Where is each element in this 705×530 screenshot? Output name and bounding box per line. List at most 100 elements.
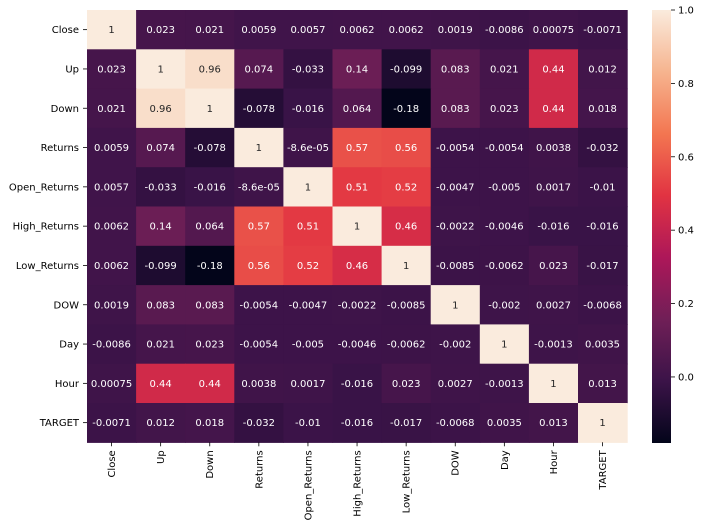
heatmap-cell-Low_Returns-Low_Returns bbox=[381, 245, 432, 286]
heatmap-cell-Low_Returns-Day bbox=[479, 245, 530, 286]
heatmap-cell-Day-High_Returns bbox=[332, 324, 383, 365]
cell-value-label: -0.0054 bbox=[485, 143, 524, 154]
y-tick-label: Day bbox=[59, 340, 79, 351]
heatmap-cell-Hour-Close bbox=[87, 363, 137, 404]
cell-value-label: -0.099 bbox=[145, 261, 177, 272]
cell-value-label: -0.0054 bbox=[436, 143, 475, 154]
heatmap-cell-DOW-Down bbox=[185, 285, 235, 325]
cell-value-label: 1 bbox=[108, 25, 114, 36]
colorbar-tick-label: 0.6 bbox=[678, 152, 694, 163]
cell-value-label: 0.52 bbox=[395, 182, 417, 193]
heatmap-cell-Day-Low_Returns bbox=[381, 324, 432, 365]
cell-value-label: -0.033 bbox=[292, 64, 324, 75]
cell-value-label: 0.074 bbox=[146, 143, 175, 154]
x-tick-label: Returns bbox=[254, 450, 265, 488]
heatmap-cell-Close-High_Returns bbox=[332, 10, 383, 50]
x-axis: Close Up Down Returns Open_Returns High_Retur… bbox=[107, 442, 609, 520]
cell-value-label: 0.0062 bbox=[94, 222, 129, 233]
heatmap-cell-Down-Up bbox=[136, 88, 186, 129]
cell-value-label: -0.0085 bbox=[387, 300, 426, 311]
cell-value-label: -0.016 bbox=[341, 379, 373, 390]
heatmap-cell-Low_Returns-Up bbox=[136, 245, 186, 286]
cell-value-label: 0.56 bbox=[395, 143, 417, 154]
cell-value-label: -0.0047 bbox=[289, 300, 328, 311]
cell-value-label: 0.52 bbox=[297, 261, 319, 272]
heatmap-cell-Close-Low_Returns bbox=[381, 10, 432, 50]
heatmap-cell-Down-Hour bbox=[528, 88, 579, 129]
y-axis: Close Up Down Returns Open_Returns High_Retur… bbox=[9, 25, 87, 429]
cell-value-label: 0.0038 bbox=[536, 143, 571, 154]
heatmap-cell-TARGET-High_Returns bbox=[332, 403, 383, 443]
x-tick-label: Close bbox=[107, 450, 118, 477]
heatmap-cell-TARGET-TARGET bbox=[578, 403, 628, 443]
heatmap-cell-Close-Close bbox=[87, 10, 137, 50]
heatmap-cell-TARGET-Down bbox=[185, 403, 235, 443]
cell-value-label: 0.083 bbox=[441, 104, 470, 115]
cell-value-label: 0.023 bbox=[392, 379, 421, 390]
heatmap-cell-Day-Returns bbox=[234, 324, 284, 365]
x-tick-label: TARGET bbox=[598, 449, 609, 490]
cell-value-label: -0.0068 bbox=[436, 418, 475, 429]
cell-value-label: 0.013 bbox=[588, 379, 617, 390]
heatmap-cell-Returns-High_Returns bbox=[332, 127, 383, 168]
heatmap-cell-Close-TARGET bbox=[578, 10, 628, 50]
heatmap-cell-Up-Low_Returns bbox=[381, 49, 432, 90]
cell-value-label: -0.0062 bbox=[485, 261, 524, 272]
heatmap-cell-Down-DOW bbox=[430, 88, 481, 129]
cell-value-label: -0.01 bbox=[590, 182, 616, 193]
heatmap-cell-DOW-Open_Returns bbox=[283, 285, 334, 325]
x-tick-label: Up bbox=[156, 450, 167, 464]
heatmap-cell-Up-Down bbox=[185, 49, 235, 90]
cell-value-label: 0.46 bbox=[346, 261, 368, 272]
heatmap-cell-TARGET-Open_Returns bbox=[283, 403, 334, 443]
heatmap-cell-High_Returns-Open_Returns bbox=[283, 206, 334, 247]
heatmap-cell-DOW-Up bbox=[136, 285, 186, 325]
cell-value-label: -0.0013 bbox=[534, 340, 573, 351]
y-tick-label: Hour bbox=[55, 379, 80, 390]
heatmap-cell-Hour-Low_Returns bbox=[381, 363, 432, 404]
heatmap-cell-DOW-Close bbox=[87, 285, 137, 325]
heatmap-cell-Returns-Up bbox=[136, 127, 186, 168]
heatmap-cell-Returns-Low_Returns bbox=[381, 127, 432, 168]
x-tick-label: Hour bbox=[549, 449, 560, 474]
heatmap-cell-Up-TARGET bbox=[578, 49, 628, 90]
cell-value-label: 1 bbox=[305, 182, 311, 193]
cell-value-label: -0.0068 bbox=[583, 300, 622, 311]
heatmap-cell-Hour-Down bbox=[185, 363, 235, 404]
cell-value-label: -0.016 bbox=[586, 222, 618, 233]
heatmap-cell-Down-Down bbox=[185, 88, 235, 129]
cell-value-label: 1 bbox=[403, 261, 409, 272]
heatmap-cell-DOW-DOW bbox=[430, 285, 481, 325]
cell-value-label: 0.0062 bbox=[340, 25, 375, 36]
cell-value-label: 1 bbox=[256, 143, 262, 154]
cell-value-label: 0.0035 bbox=[585, 340, 620, 351]
heatmap-cell-Up-Hour bbox=[528, 49, 579, 90]
cell-value-label: 1 bbox=[157, 64, 163, 75]
cell-value-label: -0.005 bbox=[488, 182, 520, 193]
heatmap-cell-Returns-Hour bbox=[528, 127, 579, 168]
cell-value-label: -0.0086 bbox=[485, 25, 524, 36]
cell-value-label: -0.0046 bbox=[485, 222, 524, 233]
cell-value-label: 0.021 bbox=[97, 104, 126, 115]
heatmap-cell-TARGET-Day bbox=[479, 403, 530, 443]
y-tick-label: Low_Returns bbox=[16, 261, 79, 272]
cell-value-label: 0.96 bbox=[150, 104, 172, 115]
heatmap-cell-Returns-TARGET bbox=[578, 127, 628, 168]
heatmap-cell-Down-Returns bbox=[234, 88, 284, 129]
cell-value-label: -0.0054 bbox=[240, 300, 279, 311]
cell-value-label: 0.018 bbox=[195, 418, 224, 429]
heatmap-cell-Hour-TARGET bbox=[578, 363, 628, 404]
heatmap-cell-High_Returns-TARGET bbox=[578, 206, 628, 247]
heatmap-cell-Open_Returns-Returns bbox=[234, 167, 284, 208]
heatmap-cell-Down-Close bbox=[87, 88, 137, 129]
heatmap-cell-Low_Returns-Hour bbox=[528, 245, 579, 286]
cell-value-label: 0.0057 bbox=[290, 25, 325, 36]
cell-value-label: 0.023 bbox=[195, 340, 224, 351]
cell-value-label: 0.083 bbox=[146, 300, 175, 311]
cell-value-label: -0.032 bbox=[243, 418, 275, 429]
cell-value-label: -0.016 bbox=[292, 104, 324, 115]
cell-value-label: -0.0013 bbox=[485, 379, 524, 390]
cell-value-label: 0.064 bbox=[343, 104, 372, 115]
heatmap-cell-Close-Day bbox=[479, 10, 530, 50]
heatmap-cell-Hour-Hour bbox=[528, 363, 579, 404]
